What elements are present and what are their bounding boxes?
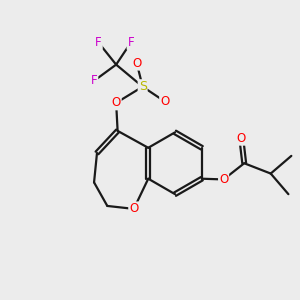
Text: O: O xyxy=(160,95,169,108)
Text: O: O xyxy=(237,132,246,145)
Text: S: S xyxy=(139,80,147,93)
Text: O: O xyxy=(132,57,141,70)
Text: O: O xyxy=(129,202,138,215)
Text: F: F xyxy=(91,74,98,87)
Text: O: O xyxy=(219,173,228,186)
Text: F: F xyxy=(95,36,102,49)
Text: O: O xyxy=(112,96,121,110)
Text: F: F xyxy=(128,36,134,49)
